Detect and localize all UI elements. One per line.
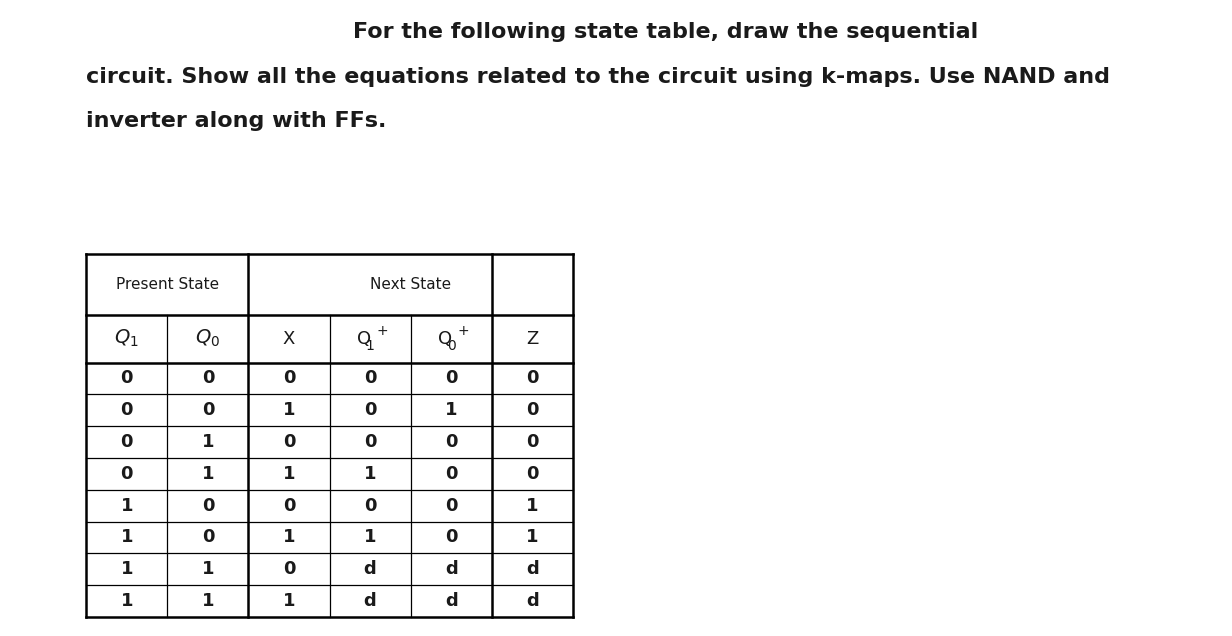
Text: 0: 0 [363,401,376,419]
Text: 0: 0 [202,529,214,546]
Text: 1: 1 [283,465,296,483]
Text: 1: 1 [202,433,214,451]
Text: 0: 0 [445,433,457,451]
Text: 1: 1 [363,465,376,483]
Text: 1: 1 [121,529,133,546]
Text: 0: 0 [445,529,457,546]
Text: circuit. Show all the equations related to the circuit using k-maps. Use NAND an: circuit. Show all the equations related … [86,67,1110,86]
Text: 0: 0 [202,370,214,387]
Text: 1: 1 [121,497,133,515]
Text: 0: 0 [445,465,457,483]
Text: 1: 1 [202,592,214,610]
Text: 0: 0 [283,433,296,451]
Text: 1: 1 [121,592,133,610]
Text: d: d [526,560,538,578]
Text: d: d [363,592,377,610]
Text: Next State: Next State [370,277,451,292]
Text: +: + [458,324,469,338]
Text: 0: 0 [121,433,133,451]
Text: 1: 1 [526,497,538,515]
Text: 0: 0 [202,497,214,515]
Text: 0: 0 [447,339,456,354]
Text: 0: 0 [363,497,376,515]
Text: 0: 0 [363,370,376,387]
Text: Q: Q [357,329,371,348]
Text: 0: 0 [283,497,296,515]
Text: +: + [377,324,388,338]
Text: 1: 1 [202,465,214,483]
Text: inverter along with FFs.: inverter along with FFs. [86,111,387,131]
Text: 1: 1 [202,560,214,578]
Text: X: X [283,329,296,348]
Text: 0: 0 [445,497,457,515]
Text: 0: 0 [121,465,133,483]
Text: $Q_1$: $Q_1$ [115,328,139,349]
Text: d: d [526,592,538,610]
Text: 0: 0 [283,370,296,387]
Text: d: d [445,560,457,578]
Text: 0: 0 [526,370,538,387]
Text: 1: 1 [526,529,538,546]
Text: 0: 0 [526,401,538,419]
Text: 1: 1 [121,560,133,578]
Text: d: d [445,592,457,610]
Text: 1: 1 [283,401,296,419]
Text: 0: 0 [526,465,538,483]
Text: 0: 0 [202,401,214,419]
Text: Present State: Present State [116,277,219,292]
Text: 0: 0 [363,433,376,451]
Text: 1: 1 [445,401,457,419]
Text: Z: Z [526,329,538,348]
Text: Q: Q [439,329,452,348]
Text: 1: 1 [283,592,296,610]
Text: $Q_0$: $Q_0$ [196,328,221,349]
Text: 1: 1 [363,529,376,546]
Text: 0: 0 [121,370,133,387]
Text: d: d [363,560,377,578]
Text: 0: 0 [283,560,296,578]
Text: 0: 0 [121,401,133,419]
Text: For the following state table, draw the sequential: For the following state table, draw the … [352,22,978,42]
Text: 0: 0 [526,433,538,451]
Text: 1: 1 [366,339,375,354]
Text: 1: 1 [283,529,296,546]
Text: 0: 0 [445,370,457,387]
